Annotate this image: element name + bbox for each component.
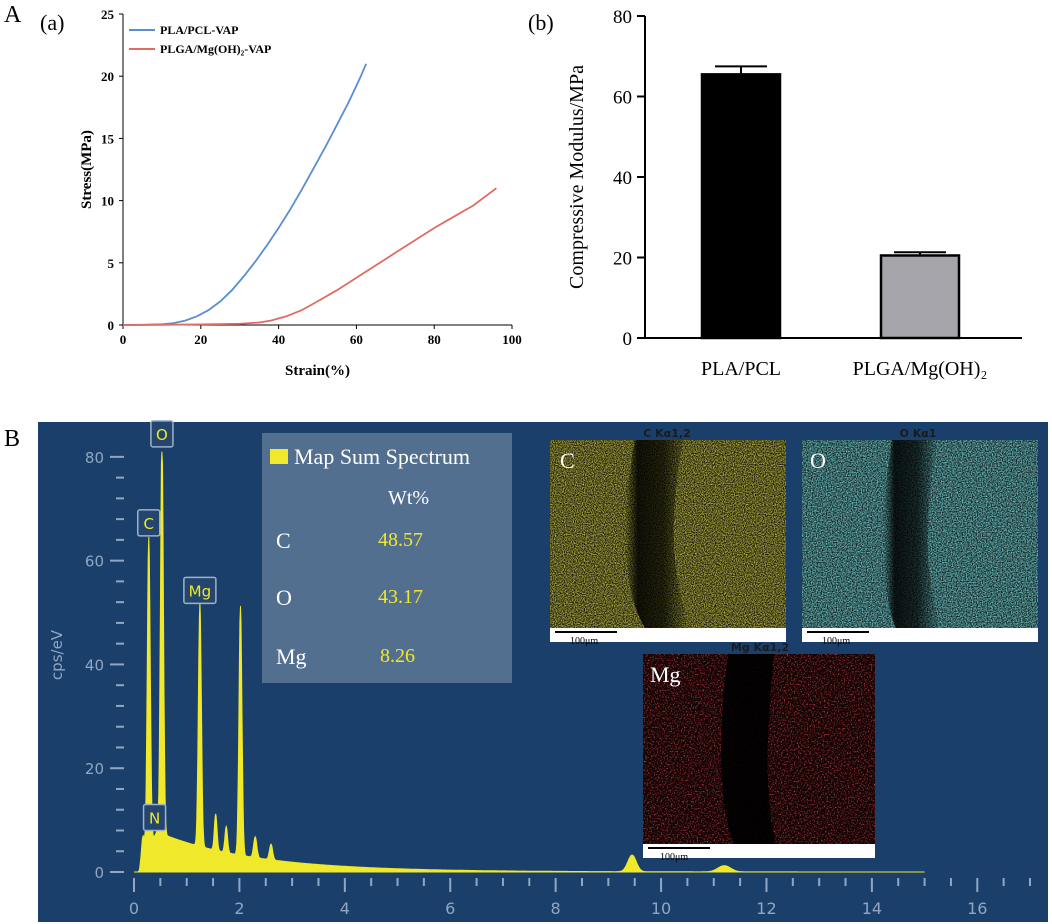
- x-tick-label: 4: [340, 899, 350, 918]
- y-tick-label: 80: [613, 7, 632, 28]
- map-o-gap: [883, 440, 940, 628]
- map-o-letter: O: [810, 448, 826, 473]
- legend-row-element-c: C: [276, 528, 291, 553]
- spectrum-area: [134, 451, 925, 873]
- legend-label-0: PLA/PCL-VAP: [160, 23, 238, 37]
- map-c-letter: C: [560, 448, 575, 473]
- y-tick-label: 0: [94, 864, 104, 882]
- x-tick-label: 60: [350, 332, 363, 347]
- eds-map-magnesium: Mg Kα1,2 Mg 100μm: [643, 641, 875, 863]
- map-c-gap: [624, 440, 690, 628]
- map-c-title: C Kα1,2: [643, 427, 690, 440]
- x-tick-label: 0: [129, 899, 139, 918]
- eds-legend-table: Map Sum Spectrum Wt% C 48.57 O 43.17 Mg …: [262, 433, 512, 683]
- legend-column-header: Wt%: [388, 487, 429, 509]
- x-tick-label: 10: [651, 899, 671, 918]
- y-tick-label: 40: [613, 168, 632, 189]
- map-mg-title: Mg Kα1,2: [731, 641, 789, 654]
- peak-label-mg: Mg: [189, 582, 211, 600]
- y-tick-label: 20: [85, 760, 104, 778]
- eds-map-carbon: C Kα1,2 C 100μm: [550, 427, 786, 647]
- x-tick-label: 0: [120, 332, 127, 347]
- y-tick-label: 0: [108, 318, 115, 333]
- legend-row-value-c: 48.57: [378, 529, 423, 551]
- peak-label-box-c: [137, 509, 161, 537]
- legend-row-value-mg: 8.26: [380, 645, 415, 667]
- panel-b-label: B: [4, 426, 20, 452]
- y-axis-label: Compressive Modulus/MPa: [566, 65, 588, 289]
- y-tick-label: 15: [101, 131, 115, 146]
- map-mg-gap: [721, 654, 775, 844]
- subpanel-b-label: (b): [528, 10, 554, 35]
- peak-label-c: C: [144, 515, 154, 533]
- x-tick-label: 14: [862, 899, 882, 918]
- eds-map-oxygen: O Kα1 O 100μm: [802, 427, 1038, 647]
- legend-row-element-o: O: [276, 585, 292, 610]
- x-tick-label: 100: [502, 332, 522, 347]
- legend-row-element-mg: Mg: [276, 644, 307, 669]
- y-tick-label: 20: [613, 249, 632, 270]
- bar-1: [879, 254, 961, 340]
- peak-label-o: O: [156, 426, 168, 444]
- y-tick-label: 5: [108, 256, 115, 271]
- x-tick-label: 8: [551, 899, 561, 918]
- bar-0: [700, 73, 782, 340]
- peak-label-n: N: [149, 809, 160, 827]
- y-tick-label: 25: [101, 7, 115, 22]
- legend-panel: [262, 433, 512, 683]
- peak-label-box-o: [150, 420, 174, 448]
- x-tick-label: 2: [234, 899, 244, 918]
- x-tick-label: 40: [272, 332, 285, 347]
- x-tick-label: 80: [428, 332, 441, 347]
- series-line-1: [122, 187, 497, 326]
- y-tick-label: 0: [623, 329, 633, 350]
- y-tick-label: 60: [85, 553, 104, 571]
- y-axis-label: cps/eV: [48, 629, 66, 680]
- x-tick-label: 16: [967, 899, 987, 918]
- legend-label-1: PLGA/Mg(OH)₂-VAP: [160, 42, 271, 56]
- compressive-modulus-chart: 0 20 40 60 80 Compressive Modulus/MPa PLA/PCL P…: [566, 7, 1022, 380]
- x-tick-label: 12: [756, 899, 776, 918]
- map-mg-scale-label: 100μm: [660, 852, 688, 863]
- y-axis-label: Stress(MPa): [79, 130, 95, 209]
- peak-label-box-mg: [183, 576, 217, 605]
- y-tick-label: 60: [613, 88, 632, 109]
- eds-spectrum-chart: 0 20 40 60 80 cps/eV 0 2 4 6 8 10 12 14 16 C O Mg N: [48, 420, 1031, 918]
- y-tick-label: 40: [85, 656, 104, 674]
- legend-swatch: [270, 449, 288, 464]
- map-o-scale-label: 100μm: [822, 636, 850, 647]
- peak-label-box-n: [142, 803, 167, 832]
- subpanel-a-label: (a): [40, 10, 64, 35]
- stress-strain-chart: 0 20 40 60 80 100 0 5 10 15 20 25 Strain(%) Stress(MP…: [79, 7, 522, 379]
- x-tick-label-0: PLA/PCL: [701, 358, 781, 380]
- legend-row-value-o: 43.17: [378, 586, 423, 608]
- x-tick-label: 20: [194, 332, 207, 347]
- map-o-title: O Kα1: [900, 427, 937, 440]
- x-axis-label: Strain(%): [285, 363, 350, 379]
- legend-series-name: Map Sum Spectrum: [294, 444, 470, 469]
- map-mg-letter: Mg: [650, 662, 681, 687]
- x-tick-label-1: PLGA/Mg(OH)₂: [853, 358, 988, 380]
- series-line-0: [122, 63, 367, 326]
- y-tick-label: 10: [101, 194, 114, 209]
- panel-a-label: A: [4, 2, 22, 28]
- y-tick-label: 20: [101, 69, 114, 84]
- x-tick-label: 6: [445, 899, 455, 918]
- y-tick-label: 80: [85, 449, 104, 467]
- map-c-scale-label: 100μm: [570, 636, 598, 647]
